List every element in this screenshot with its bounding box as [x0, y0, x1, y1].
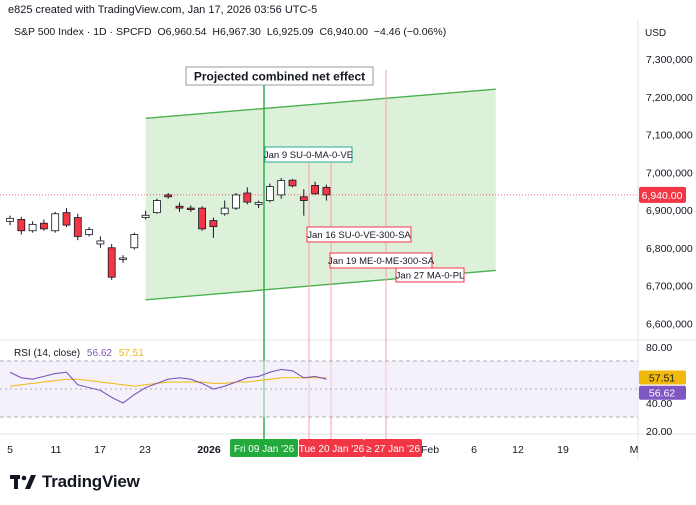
rsi-ma-badge-label: 57.51	[649, 372, 675, 384]
price-tick-label: 7,100,000	[646, 130, 693, 142]
time-tick-label: M	[630, 444, 639, 456]
time-marker-0	[230, 439, 298, 457]
candle-body	[130, 234, 139, 249]
candle-body	[85, 229, 93, 235]
annotation-title-box	[185, 66, 374, 86]
candle-body	[232, 194, 240, 209]
price-badge	[639, 186, 686, 203]
rsi-ma-line	[9, 377, 327, 387]
time-tick-label: 2026	[197, 444, 221, 456]
candle-body	[254, 202, 263, 205]
candle-body	[243, 192, 252, 203]
candle-body	[299, 196, 308, 201]
created-by-header: e825 created with TradingView.com, Jan 1…	[8, 4, 318, 16]
candle-body	[322, 186, 331, 196]
candle-body	[198, 207, 207, 230]
annotation-jan16-box	[306, 226, 412, 243]
rsi-ma-value: 57.51	[118, 348, 144, 359]
annotation-jan27-box	[395, 267, 465, 283]
candle-body	[220, 207, 229, 215]
candle-body	[186, 207, 195, 211]
candle-body	[152, 200, 161, 214]
candle-body	[107, 247, 116, 278]
candle-body	[288, 179, 297, 187]
close-value: C6,940.00	[319, 26, 368, 38]
candle-body	[141, 214, 150, 218]
symbol-legend: S&P 500 Index · 1D · SPCFD O6,960.54 H6,…	[14, 26, 449, 38]
low-value: L6,925.09	[266, 26, 314, 38]
annotation-title: Projected combined net effect	[194, 69, 365, 83]
tradingview-logo-icon	[10, 475, 36, 489]
candle-body	[62, 212, 71, 226]
time-tick-label: 6	[471, 444, 477, 456]
rsi-legend: RSI (14, close) 56.62 57.51	[14, 348, 144, 359]
rsi-line	[9, 368, 327, 404]
price-badge-label: 6,940.00	[642, 190, 683, 202]
price-tick-label: 7,200,000	[646, 92, 693, 104]
price-tick-label: 7,000,000	[646, 167, 693, 179]
candle-body	[73, 217, 82, 237]
tradingview-logo: TradingView	[10, 472, 140, 492]
rsi-tick-label: 20.00	[646, 426, 672, 438]
candle-body	[265, 186, 274, 201]
time-tick-label: 12	[512, 444, 524, 456]
candle-body	[28, 223, 37, 232]
annotation-jan9: Jan 9 SU-0-MA-0-VE	[264, 150, 353, 161]
candle-body	[119, 257, 127, 260]
open-value: O6,960.54	[157, 26, 207, 38]
time-marker-label: ≥ 27 Jan '26	[366, 444, 421, 455]
candle-body	[51, 213, 60, 232]
currency-label[interactable]: USD	[645, 28, 667, 39]
candle-body	[96, 240, 105, 245]
price-tick-label: 6,800,000	[646, 243, 693, 255]
candle-body	[40, 222, 48, 230]
annotation-jan19-box	[329, 252, 433, 269]
candle-body	[6, 217, 14, 222]
price-tick-label: 6,600,000	[646, 318, 693, 330]
time-tick-label: 5	[7, 444, 13, 456]
projection-channel	[145, 89, 496, 300]
rsi-ma-badge	[639, 370, 686, 385]
time-tick-label: 17	[94, 444, 106, 456]
time-marker-2	[364, 439, 422, 457]
rsi-title[interactable]: RSI (14, close)	[14, 348, 81, 359]
time-tick-label: 11	[51, 444, 62, 456]
price-tick-label: 6,900,000	[646, 205, 693, 217]
candle-body	[17, 219, 26, 232]
channel-upper-line	[145, 88, 496, 119]
candle-body	[164, 194, 173, 198]
rsi-badge-label: 56.62	[649, 388, 675, 400]
rsi-badge	[639, 385, 686, 400]
time-tick-label: Feb	[421, 444, 439, 456]
rsi-tick-label: 40.00	[646, 398, 672, 410]
candle-body	[277, 180, 286, 196]
candle-body	[311, 185, 320, 195]
symbol-name[interactable]: S&P 500 Index · 1D · SPCFD	[14, 26, 152, 38]
time-tick-label: 23	[139, 444, 151, 456]
annotation-jan19: Jan 19 ME-0-ME-300-SA	[328, 256, 435, 267]
rsi-value: 56.62	[86, 348, 112, 359]
brand-name: TradingView	[42, 472, 140, 491]
high-value: H6,967.30	[212, 26, 261, 38]
change-value: −4.46 (−0.06%)	[373, 26, 447, 38]
annotation-jan9-box	[264, 146, 353, 163]
rsi-tick-label: 80.00	[646, 342, 672, 354]
time-marker-label: Tue 20 Jan '26	[299, 444, 365, 455]
price-tick-label: 7,300,000	[646, 54, 693, 66]
price-tick-label: 6,700,000	[646, 281, 693, 293]
annotation-jan16: Jan 16 SU-0-VE-300-SA	[307, 230, 411, 241]
candle-body	[175, 205, 184, 209]
time-marker-label: Fri 09 Jan '26	[234, 444, 295, 455]
candle-body	[209, 220, 218, 228]
annotation-jan27: Jan 27 MA-0-PL	[396, 270, 465, 281]
time-tick-label: 19	[557, 444, 569, 456]
time-marker-1	[299, 439, 364, 457]
